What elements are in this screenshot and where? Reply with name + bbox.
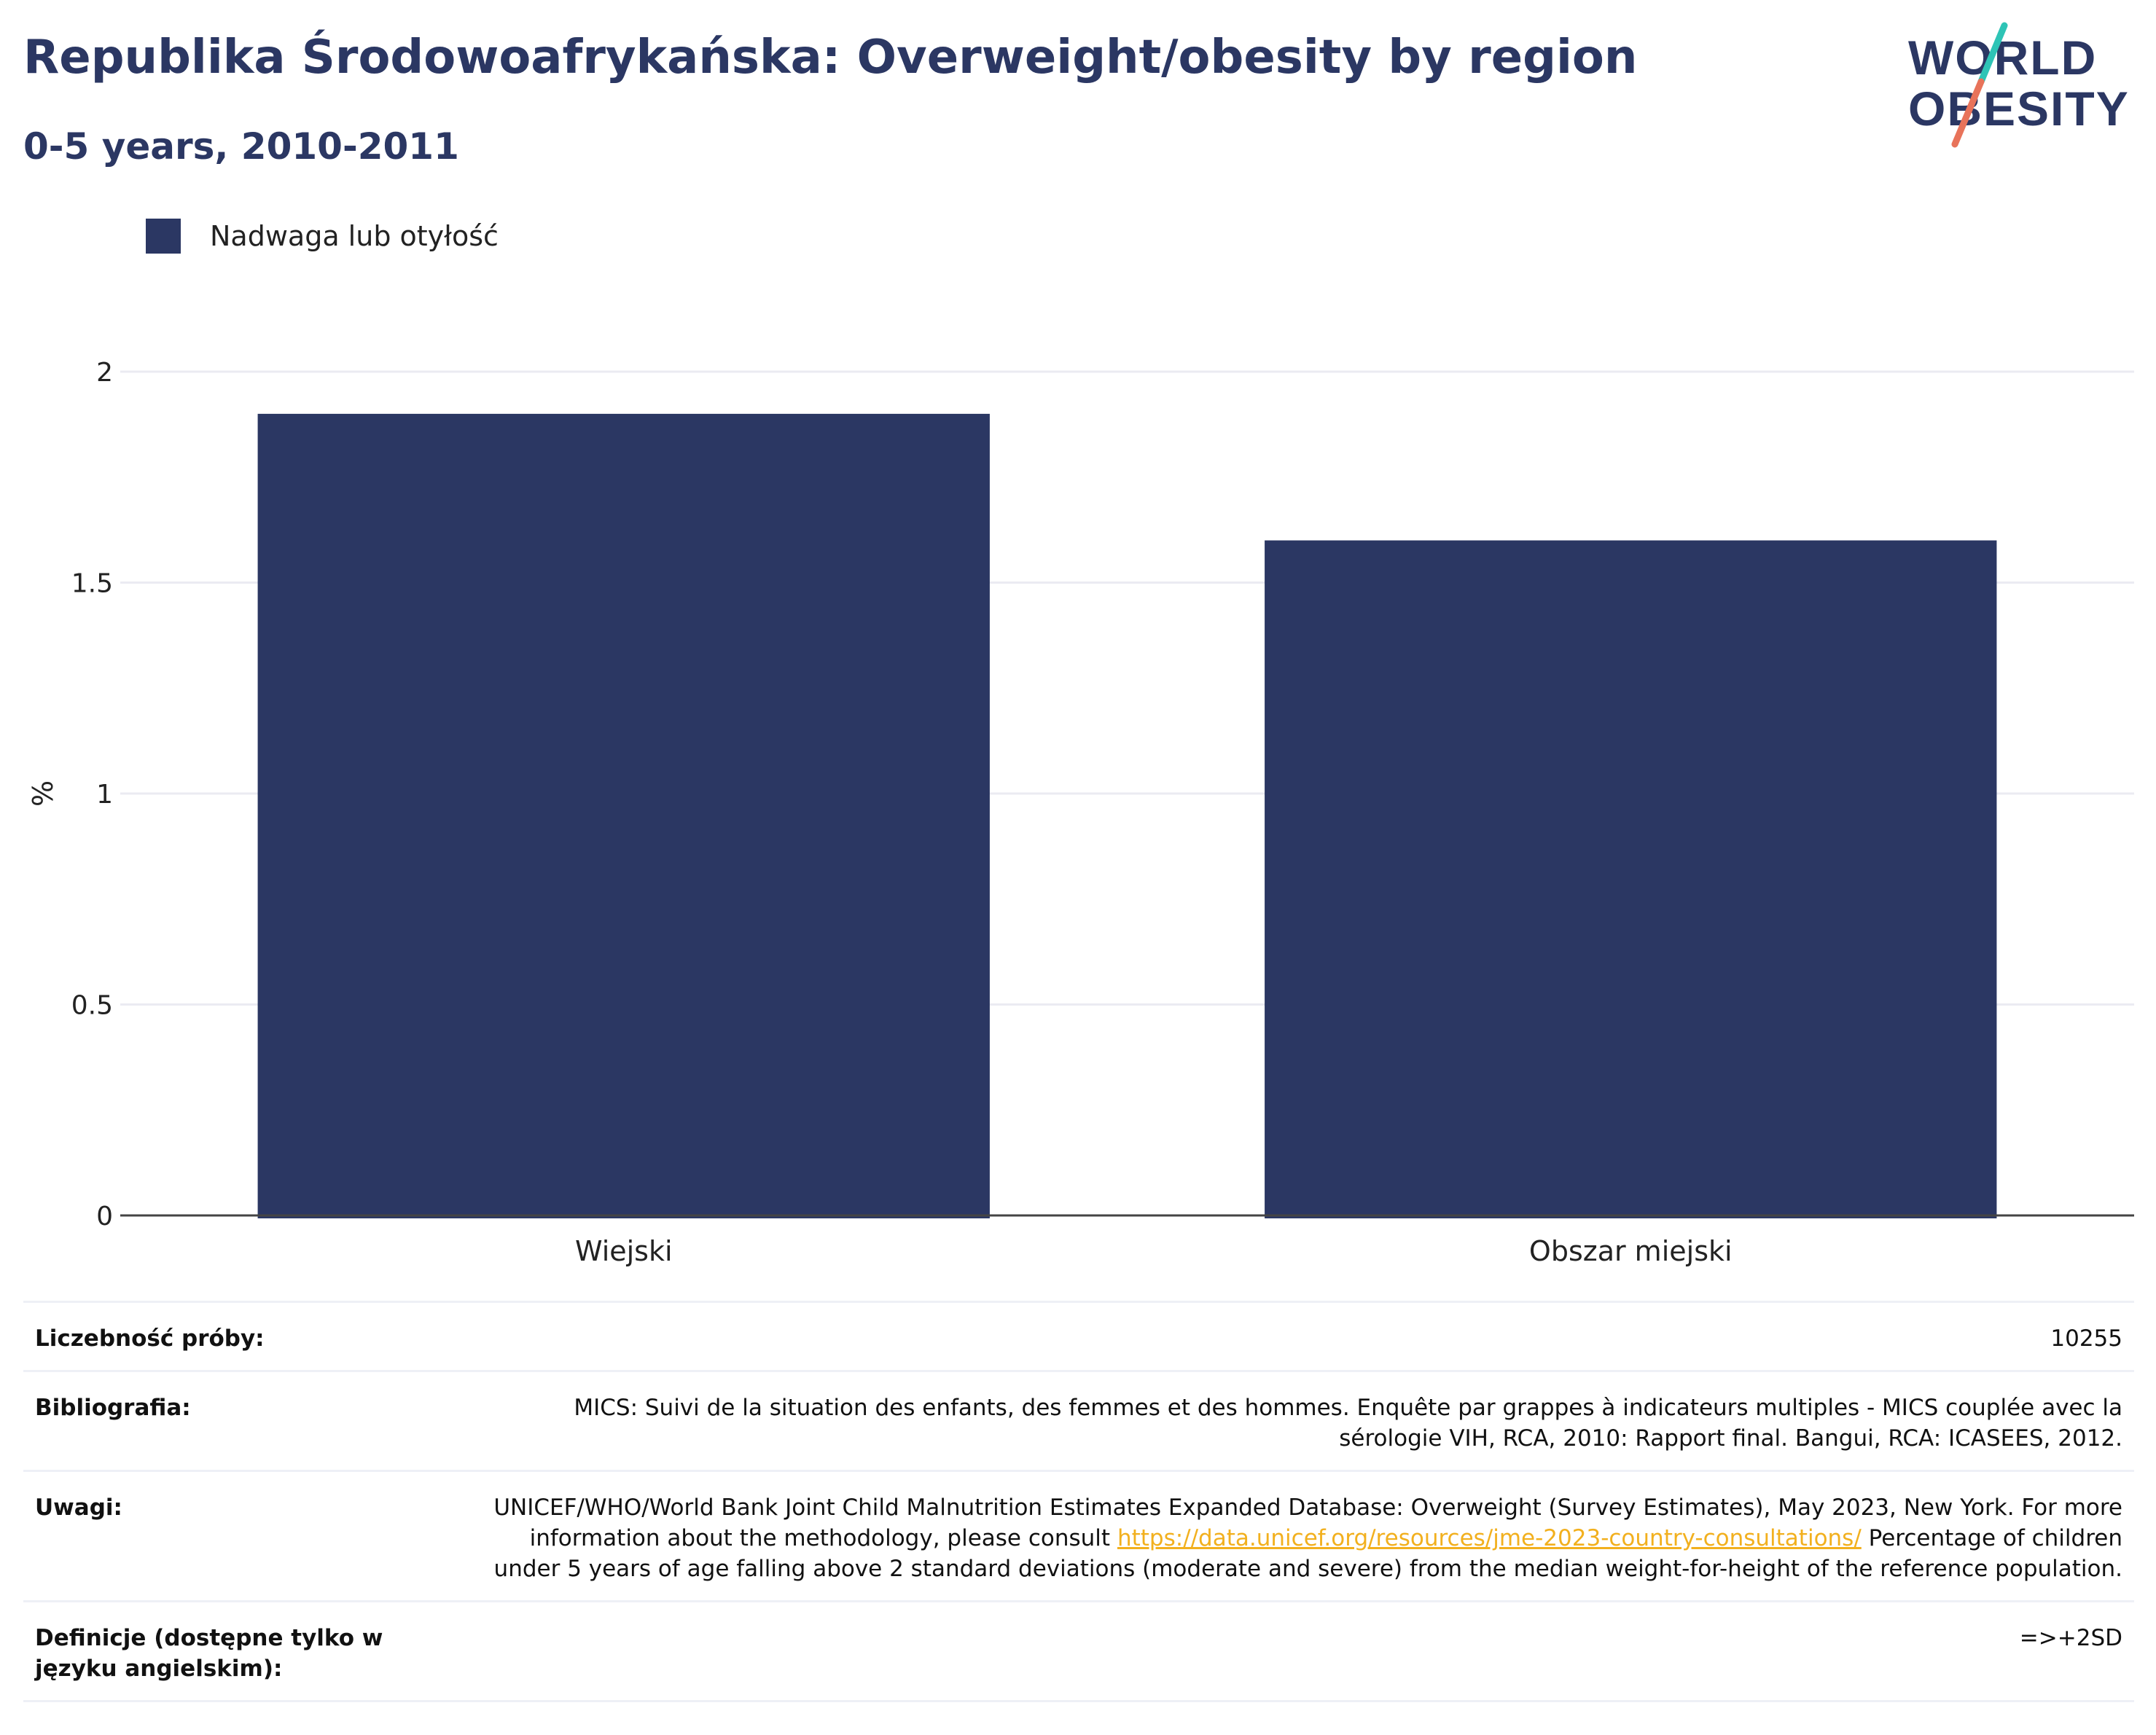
- bibliography-value: MICS: Suivi de la situation des enfants,…: [574, 1395, 2122, 1452]
- y-tick-label: 2: [96, 358, 113, 388]
- chart-title: Republika Środowoafrykańska: Overweight/…: [23, 31, 1638, 85]
- logo-text-obesity: OBESITY: [1908, 82, 2130, 136]
- y-tick-label: 0: [96, 1202, 113, 1231]
- logo-slash-top: [1977, 22, 2008, 85]
- notes-value: UNICEF/WHO/World Bank Joint Child Malnut…: [472, 1492, 2122, 1584]
- bar: [1265, 540, 1997, 1218]
- x-tick-label: Obszar miejski: [1529, 1235, 1733, 1267]
- notes-text-1: UNICEF/WHO/World Bank Joint Child Malnut…: [493, 1495, 2122, 1551]
- logo-text-world: WORLD: [1908, 31, 2097, 85]
- y-axis-title: %: [27, 780, 59, 807]
- bibliography-label: Bibliografia:: [35, 1395, 191, 1421]
- definitions-label: Definicje (dostępne tylko w języku angie…: [35, 1625, 383, 1682]
- legend-swatch: [146, 219, 181, 254]
- logo-slash-bottom: [1951, 78, 1985, 148]
- info-row-notes: Uwagi: UNICEF/WHO/World Bank Joint Child…: [23, 1470, 2134, 1600]
- y-tick-label: 1.5: [71, 569, 113, 599]
- info-row-definitions: Definicje (dostępne tylko w języku angie…: [23, 1600, 2134, 1702]
- x-tick-label: Wiejski: [575, 1235, 673, 1267]
- notes-link[interactable]: https://data.unicef.org/resources/jme-20…: [1117, 1525, 1862, 1551]
- info-row-bibliography: Bibliografia: MICS: Suivi de la situatio…: [23, 1370, 2134, 1470]
- bar: [257, 413, 990, 1218]
- y-tick-label: 0.5: [71, 991, 113, 1021]
- notes-label: Uwagi:: [35, 1495, 122, 1521]
- chart-subtitle: 0-5 years, 2010-2011: [23, 125, 459, 168]
- chart-legend[interactable]: Nadwaga lub otyłość: [146, 217, 499, 255]
- y-tick-label: 1: [96, 780, 113, 810]
- info-row-sample: Liczebność próby: 10255: [23, 1301, 2134, 1370]
- sample-size-value: 10255: [2050, 1325, 2122, 1352]
- info-table: Liczebność próby: 10255 Bibliografia: MI…: [23, 1301, 2134, 1702]
- sample-size-label: Liczebność próby:: [35, 1325, 265, 1352]
- notes-text-2: Percentage of children under 5 years of …: [493, 1525, 2122, 1582]
- legend-label: Nadwaga lub otyłość: [210, 220, 499, 252]
- world-obesity-logo: WORLD OBESITY: [1908, 22, 2130, 148]
- bar-chart: 0 0.5 1 1.5 2% Wiejski Obszar miejski: [27, 358, 2134, 1267]
- definitions-value: =>+2SD: [2019, 1625, 2122, 1651]
